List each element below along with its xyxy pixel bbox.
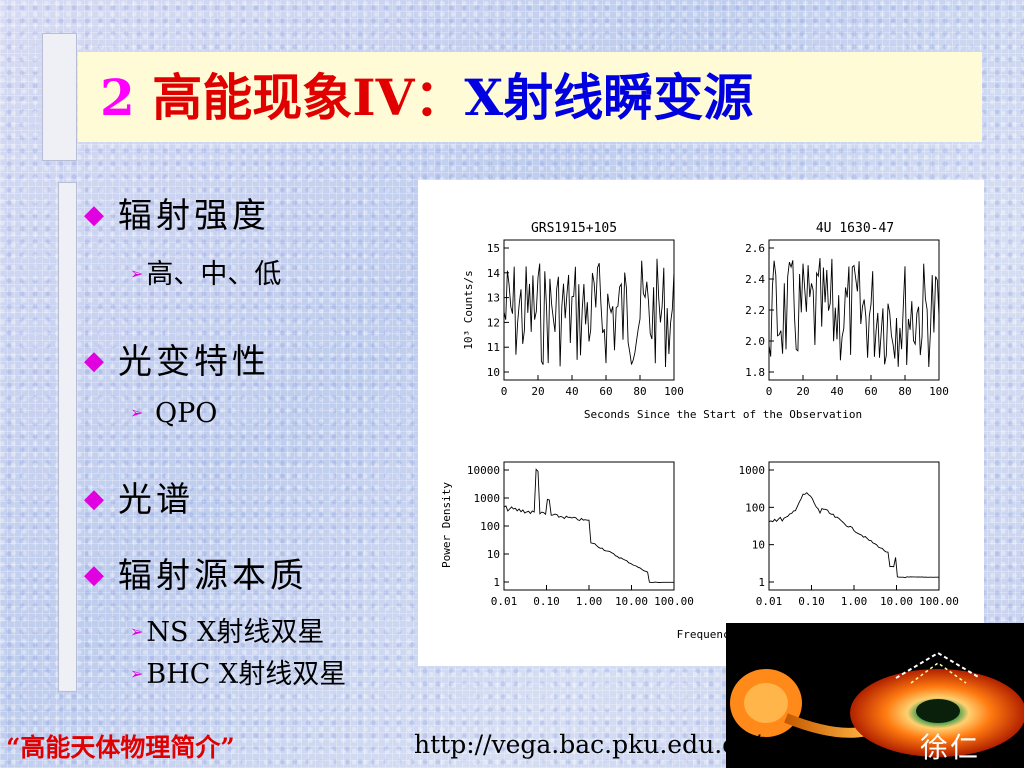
tl-xtick-label: 40 (565, 385, 578, 398)
top-left-title: GRS1915+105 (531, 221, 617, 236)
bullet-radiation-intensity: ◆ 辐射强度 (84, 196, 270, 236)
top-ylabel: 10³ Counts/s (462, 270, 475, 349)
bl-ytick-label: 1 (493, 576, 500, 589)
title-part1: 高能现象IV： (152, 68, 465, 127)
bl-ytick-label: 10000 (467, 464, 500, 477)
bullet-source-nature: ◆ 辐射源本质 (84, 556, 308, 596)
slide-title: 2 高能现象IV：X射线瞬变源 (100, 58, 753, 138)
tl-ytick-label: 14 (487, 267, 501, 280)
accretion-disk-illustration-icon (726, 623, 1024, 768)
br-ytick-label: 10 (752, 539, 765, 552)
title-number: 2 (100, 68, 135, 127)
tl-ytick-label: 11 (487, 341, 500, 354)
bl-xtick-label: 1.00 (576, 595, 603, 608)
tr-xtick-label: 40 (830, 385, 843, 398)
tr-ytick-label: 2.0 (745, 335, 765, 348)
u1630-power-spectrum (768, 492, 939, 579)
diamond-bullet-icon: ◆ (84, 346, 104, 376)
title-box (78, 52, 982, 142)
arrow-bullet-icon: ➢ (130, 622, 144, 641)
tr-xtick-label: 80 (898, 385, 911, 398)
bl-ytick-label: 100 (480, 520, 500, 533)
panel-frame-tl (503, 239, 675, 381)
course-name: “高能天体物理简介” (6, 733, 235, 762)
tr-xtick-label: 60 (864, 385, 877, 398)
title-part2: X射线瞬变源 (464, 68, 754, 127)
br-ytick-label: 1 (758, 576, 765, 589)
tl-xtick-label: 20 (531, 385, 544, 398)
bl-xtick-label: 10.00 (615, 595, 648, 608)
br-ytick-label: 100 (745, 501, 765, 514)
bl-xtick-label: 100.00 (654, 595, 694, 608)
sub-item-qpo: ➢ QPO (130, 398, 218, 429)
br-xtick-label: 10.00 (880, 595, 913, 608)
tr-xtick-label: 100 (929, 385, 949, 398)
tl-xtick-label: 100 (664, 385, 684, 398)
tl-ytick-label: 12 (487, 316, 500, 329)
u1630-light-curve (768, 258, 940, 368)
panel-frame-bl (503, 461, 675, 591)
tr-xtick-label: 0 (766, 385, 773, 398)
top-xlabel: Seconds Since the Start of the Observati… (584, 408, 862, 421)
sub-item-bhc-binary: ➢ BHC X射线双星 (130, 659, 347, 690)
figure-svg: 1514131211102.62.42.22.01.81000010001001… (440, 221, 959, 641)
sub-item-levels: ➢ 高、中、低 (130, 259, 282, 290)
tl-ytick-label: 15 (487, 242, 500, 255)
footer-url[interactable]: http://vega.bac.pku.edu.cn/rxxu (414, 730, 817, 759)
panel-frame-br (768, 461, 940, 591)
arrow-bullet-icon: ➢ (130, 664, 144, 683)
br-xtick-label: 0.01 (756, 595, 783, 608)
content-left-bar (58, 182, 77, 692)
tr-ytick-label: 2.2 (745, 304, 765, 317)
tr-ytick-label: 2.6 (745, 242, 765, 255)
grs1915-light-curve (503, 258, 675, 368)
bullet-spectrum: ◆ 光谱 (84, 480, 194, 520)
top-right-title: 4U 1630-47 (816, 221, 894, 236)
tl-xtick-label: 60 (599, 385, 612, 398)
br-xtick-label: 100.00 (919, 595, 959, 608)
diamond-bullet-icon: ◆ (84, 200, 104, 230)
tl-xtick-label: 80 (633, 385, 646, 398)
tr-xtick-label: 20 (796, 385, 809, 398)
tr-ytick-label: 1.8 (745, 366, 765, 379)
tl-xtick-label: 0 (501, 385, 508, 398)
arrow-bullet-icon: ➢ (130, 264, 144, 283)
br-ytick-label: 1000 (739, 464, 766, 477)
diamond-bullet-icon: ◆ (84, 484, 104, 514)
title-left-bar (42, 33, 77, 161)
bl-ytick-label: 1000 (474, 492, 501, 505)
bullet-light-variation: ◆ 光变特性 (84, 342, 270, 382)
bl-xtick-label: 0.10 (533, 595, 560, 608)
bl-ytick-label: 10 (487, 548, 500, 561)
xray-transient-figure: 15 14 13 12 11 10 2.6 2.4 2.2 2.0 1.8 10000 1000 100 1… (418, 180, 984, 666)
bottom-ylabel: Power Density (440, 482, 453, 568)
author-name: 徐仁 (920, 731, 981, 764)
accretion-disk-image (726, 623, 1024, 768)
sub-item-ns-binary: ➢ NS X射线双星 (130, 617, 325, 648)
tl-ytick-label: 13 (487, 292, 500, 305)
grs1915-power-spectrum (503, 468, 674, 583)
arrow-bullet-icon: ➢ (130, 403, 144, 422)
br-xtick-label: 1.00 (841, 595, 868, 608)
br-xtick-label: 0.10 (798, 595, 825, 608)
diamond-bullet-icon: ◆ (84, 560, 104, 590)
tr-ytick-label: 2.4 (745, 273, 765, 286)
bl-xtick-label: 0.01 (491, 595, 518, 608)
tl-ytick-label: 10 (487, 366, 500, 379)
